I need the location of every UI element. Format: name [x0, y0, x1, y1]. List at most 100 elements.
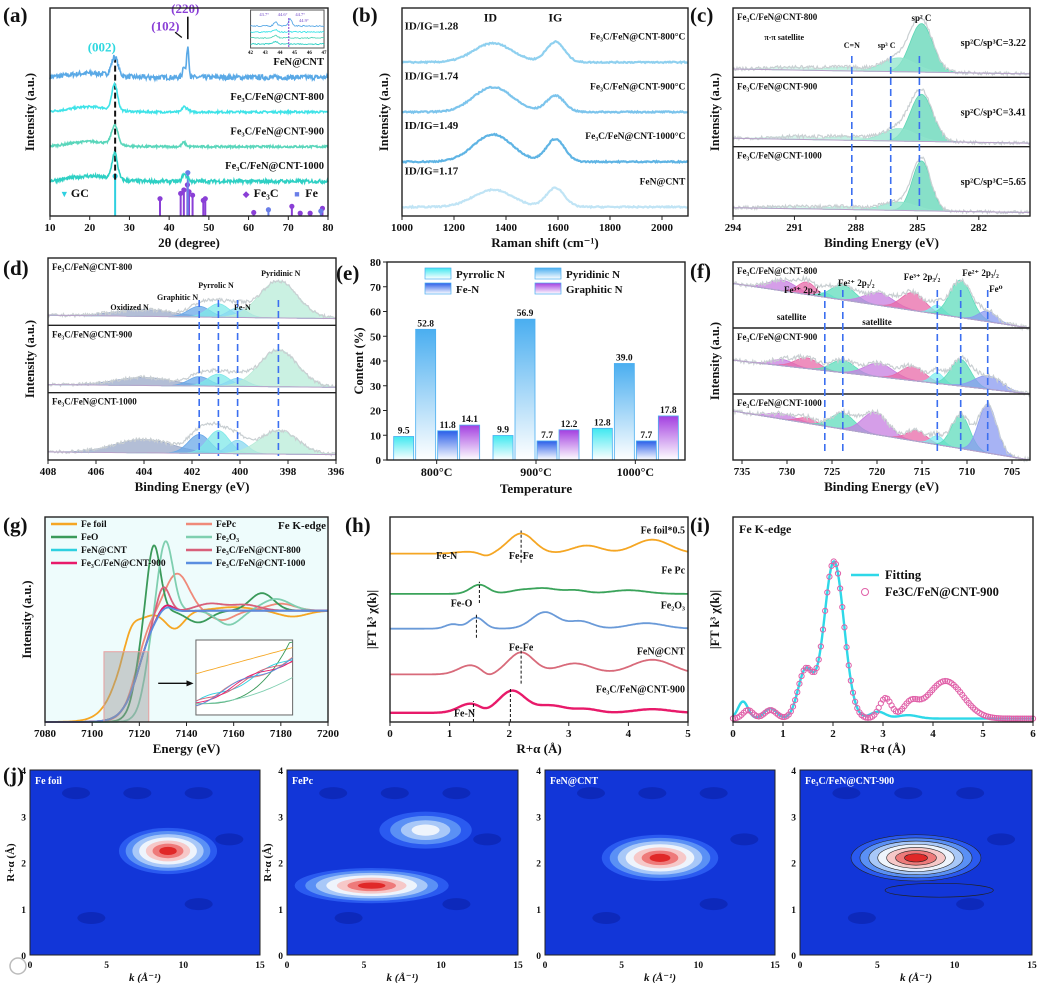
series-label: Fe₃C/FeN@CNT-900	[596, 685, 685, 696]
legend-label: GC	[71, 186, 89, 200]
wavelet-low-region	[380, 787, 409, 800]
xanes-inset	[195, 639, 294, 716]
peak-label: Fe⁰	[989, 284, 1002, 294]
data-point	[995, 715, 1002, 722]
wavelet-low-region	[638, 787, 667, 800]
reference-marker	[181, 187, 187, 193]
sp2-sp3-ratio: sp²C/sp³C=3.22	[961, 38, 1026, 49]
data-point	[1002, 715, 1009, 722]
x-tick-label: 282	[971, 222, 988, 234]
x-tick-label: 0	[543, 961, 548, 971]
data-point	[843, 644, 850, 651]
background-line	[47, 451, 336, 456]
bar-value-label: 7.7	[640, 431, 652, 441]
x-tick-label: 5	[619, 961, 624, 971]
legend-label: Graphitic N	[566, 284, 623, 296]
reference-marker	[178, 190, 184, 197]
ft-spectrum	[390, 689, 689, 714]
inset-peak-label: 44.7°	[295, 12, 305, 17]
plot-frame	[401, 7, 689, 217]
data-point	[822, 607, 829, 614]
x-tick-label: 10	[950, 961, 960, 971]
series-label: Fe Pc	[661, 566, 685, 577]
bar	[558, 429, 580, 461]
legend-label: Fe₂O₃	[216, 533, 239, 543]
panel-label: (g)	[3, 513, 28, 537]
inset-spectrum	[195, 657, 293, 707]
data-point	[837, 585, 844, 592]
peak-label: Fe²⁺ 2p₁/₂	[838, 278, 875, 288]
x-tick-label: 0	[285, 961, 290, 971]
data-point	[916, 696, 923, 703]
data-point	[1023, 715, 1030, 722]
xrd-pattern	[49, 150, 329, 187]
watermark-logo-icon	[9, 957, 27, 975]
reference-marker	[251, 209, 257, 216]
x-tick-label: 3	[880, 728, 886, 740]
x-tick-label: 408	[40, 466, 57, 478]
reference-marker	[202, 196, 208, 202]
raw-data-line	[732, 16, 1031, 78]
inset-peak-label: 43.7°	[259, 12, 269, 17]
series-label: Fe₃C/FeN@CNT-800	[737, 266, 818, 276]
legend-swatch	[534, 267, 562, 280]
panel-label: (i)	[690, 513, 710, 537]
data-point	[813, 664, 820, 672]
x-tick-label: 800°C	[421, 465, 452, 479]
y-tick-label: 10	[370, 430, 382, 442]
data-point	[1021, 715, 1028, 722]
wavelet-map	[287, 770, 518, 955]
data-point	[997, 715, 1004, 722]
background-line	[732, 207, 1031, 213]
x-tick-label: 2000	[651, 222, 674, 234]
x-tick-label: 1400	[495, 222, 518, 234]
id-ig-ratio: ID/IG=1.28	[405, 21, 459, 33]
data-point	[1008, 715, 1015, 722]
y-tick-label: 2	[536, 860, 541, 870]
data-point	[999, 715, 1007, 722]
y-axis-label: Intensity (a.u.)	[708, 73, 722, 151]
x-tick-label: 3	[566, 728, 572, 740]
y-tick-label: 20	[370, 406, 382, 418]
legend-label: Fe-N	[456, 284, 479, 296]
inset-tick-label: 47	[322, 51, 328, 56]
inset-tick-label: 43	[263, 51, 269, 56]
data-point	[826, 573, 833, 580]
satellite-label: satellite	[777, 312, 807, 322]
x-axis-label: k (Å⁻¹)	[900, 972, 932, 983]
x-axis-label: Binding Energy (eV)	[824, 235, 939, 250]
bar-value-label: 9.5	[398, 426, 410, 436]
plot-frame	[799, 769, 1033, 956]
raw-data-line	[47, 421, 337, 458]
bar-value-label: 17.8	[660, 406, 677, 416]
series-label: Fe₃C/FeN@CNT-800	[230, 92, 324, 103]
y-tick-label: 3	[791, 813, 796, 823]
y-tick-label: 4	[791, 767, 796, 777]
data-point	[1012, 715, 1019, 722]
data-point	[792, 696, 799, 704]
x-tick-label: 10	[45, 222, 57, 234]
wavelet-low-region	[77, 912, 106, 924]
data-point	[766, 707, 773, 714]
bar-value-label: 9.9	[497, 425, 509, 435]
bond-label: Fe-Fe	[509, 643, 534, 654]
inset-pattern	[250, 34, 325, 40]
data-point	[832, 560, 839, 568]
x-tick-label: 1000	[391, 222, 414, 234]
inset-tick-label: 44	[277, 51, 283, 56]
plot-frame	[389, 516, 689, 723]
data-point	[1019, 715, 1026, 722]
data-point	[817, 643, 824, 650]
raman-spectrum	[401, 85, 689, 115]
data-point	[862, 714, 869, 721]
y-axis-label: R+α (Å)	[5, 843, 17, 882]
edge-title: Fe K-edge	[278, 520, 326, 532]
legend-marker-icon: ◆	[243, 189, 250, 199]
data-point	[1025, 715, 1032, 722]
data-point	[852, 698, 859, 705]
wavelet-intensity-level	[159, 846, 177, 856]
legend-label: Fitting	[885, 568, 922, 582]
x-tick-label: 4	[930, 728, 936, 740]
sp3-label: sp³ C	[878, 41, 896, 50]
